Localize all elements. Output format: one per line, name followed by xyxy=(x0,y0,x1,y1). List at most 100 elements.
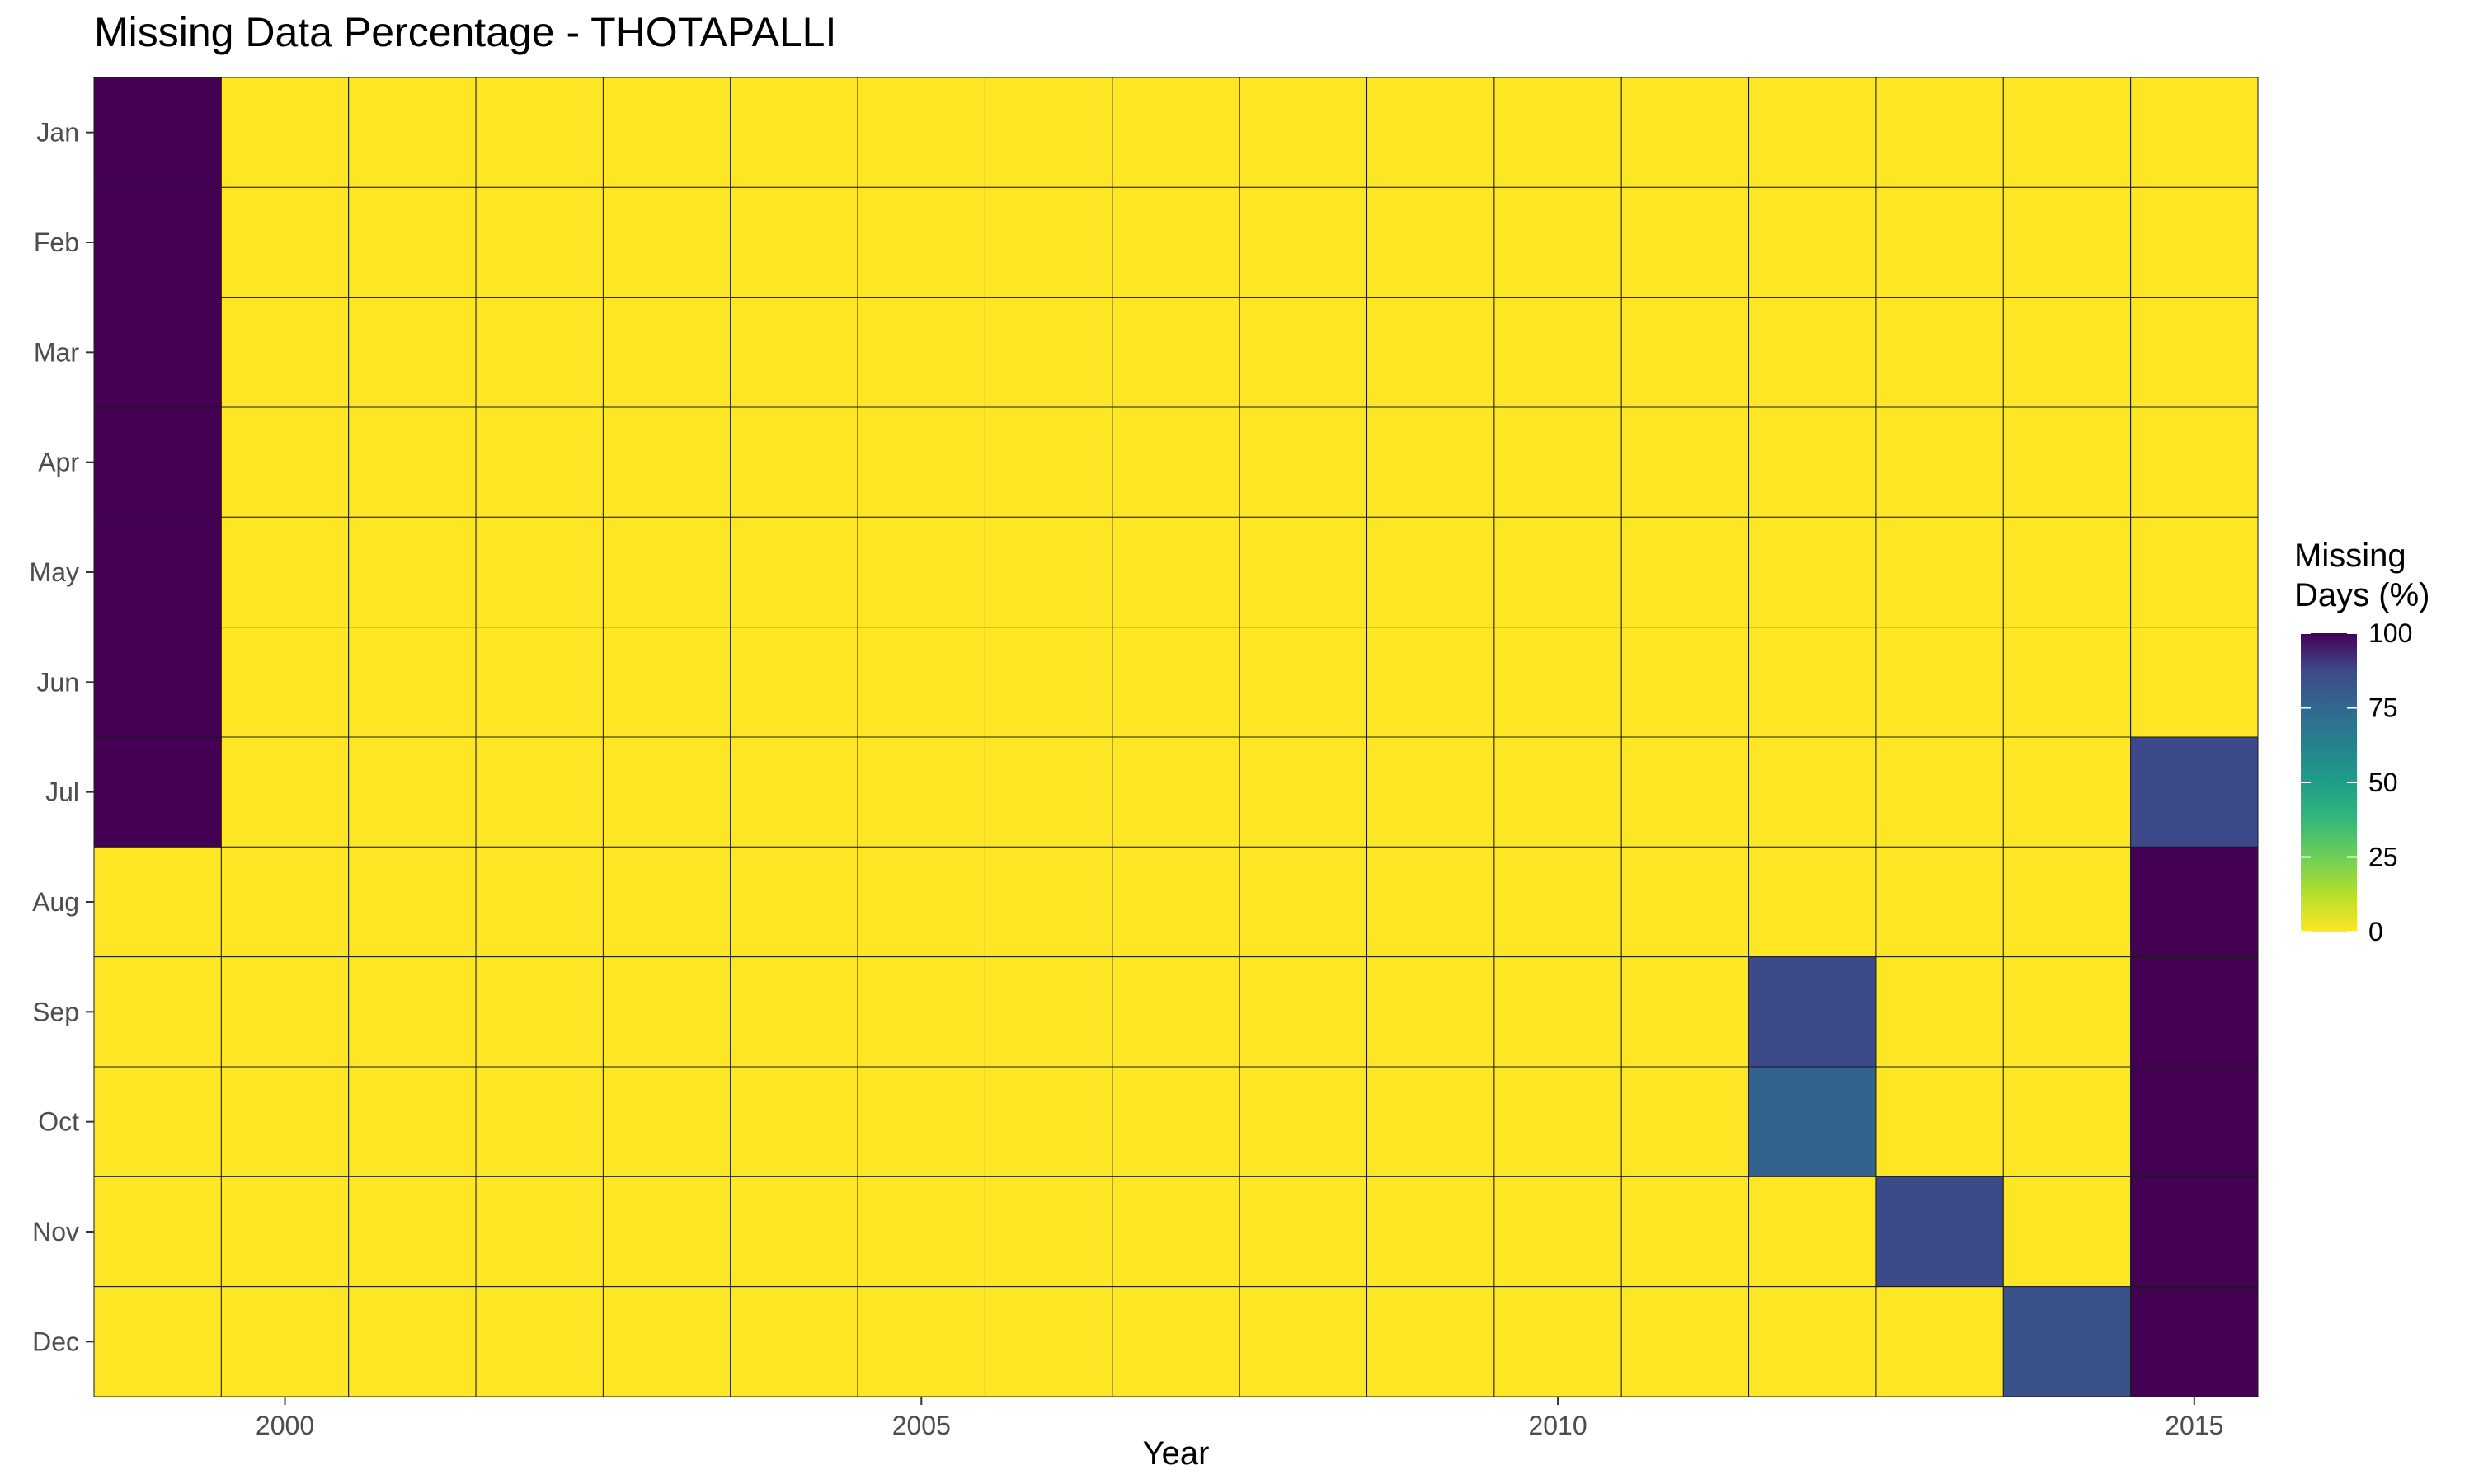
heatmap-cell-apr-2015 xyxy=(2130,406,2259,518)
heatmap-cell-mar-2014 xyxy=(2002,297,2132,408)
heatmap-cell-may-2002 xyxy=(475,516,604,628)
heatmap-cell-jan-2002 xyxy=(475,77,604,188)
heatmap-cell-mar-2002 xyxy=(475,297,604,408)
heatmap-cell-jul-2011 xyxy=(1620,736,1750,848)
heatmap-cell-dec-2000 xyxy=(220,1286,350,1397)
heatmap-cell-feb-2007 xyxy=(1112,186,1240,298)
heatmap-cell-oct-2002 xyxy=(475,1066,604,1177)
heatmap-cell-jun-2000 xyxy=(220,627,350,738)
heatmap-cell-sep-2001 xyxy=(348,956,477,1068)
heatmap-cell-sep-2015 xyxy=(2130,956,2259,1068)
heatmap-cell-dec-2006 xyxy=(984,1286,1113,1397)
heatmap-cell-feb-2006 xyxy=(984,186,1113,298)
y-tick-label-dec: Dec xyxy=(32,1327,79,1356)
heatmap-cell-jan-2012 xyxy=(1748,77,1877,188)
heatmap-cell-jan-2000 xyxy=(220,77,350,188)
heatmap-cell-nov-2010 xyxy=(1493,1176,1622,1288)
heatmap-cell-sep-2008 xyxy=(1239,956,1368,1068)
heatmap-cell-jul-2003 xyxy=(602,736,731,848)
heatmap-cell-oct-2007 xyxy=(1112,1066,1240,1177)
heatmap-cell-may-2007 xyxy=(1112,516,1240,628)
x-axis-title: Year xyxy=(1143,1435,1210,1472)
heatmap-cell-dec-2013 xyxy=(1875,1286,2004,1397)
heatmap-cell-sep-1999 xyxy=(93,956,222,1068)
heatmap-cell-jan-2013 xyxy=(1875,77,2004,188)
heatmap-cell-jan-2015 xyxy=(2130,77,2259,188)
heatmap-cell-apr-2014 xyxy=(2002,406,2132,518)
heatmap-cell-mar-2012 xyxy=(1748,297,1877,408)
heatmap-cell-nov-2011 xyxy=(1620,1176,1750,1288)
heatmap-cell-dec-2005 xyxy=(857,1286,985,1397)
heatmap-cell-apr-2003 xyxy=(602,406,731,518)
heatmap-cell-nov-2001 xyxy=(348,1176,477,1288)
heatmap-cell-may-2009 xyxy=(1366,516,1495,628)
heatmap-cell-aug-2003 xyxy=(602,846,731,958)
heatmap-cell-jul-1999 xyxy=(93,736,222,848)
heatmap-cell-aug-2011 xyxy=(1620,846,1750,958)
heatmap-cell-dec-2002 xyxy=(475,1286,604,1397)
colorbar-title: Missing Days (%) xyxy=(2294,536,2429,615)
y-tick-label-jul: Jul xyxy=(45,777,79,807)
heatmap-cell-feb-2008 xyxy=(1239,186,1368,298)
heatmap-cell-aug-2009 xyxy=(1366,846,1495,958)
heatmap-cell-dec-2012 xyxy=(1748,1286,1877,1397)
heatmap-cell-feb-2014 xyxy=(2002,186,2132,298)
heatmap-cell-sep-2006 xyxy=(984,956,1113,1068)
heatmap-cell-sep-2013 xyxy=(1875,956,2004,1068)
heatmap-cell-may-2000 xyxy=(220,516,350,628)
heatmap-cell-oct-2012 xyxy=(1748,1066,1877,1177)
heatmap-cell-jan-2014 xyxy=(2002,77,2132,188)
heatmap-cell-may-1999 xyxy=(93,516,222,628)
heatmap-cell-dec-2004 xyxy=(730,1286,858,1397)
heatmap-cell-jul-2001 xyxy=(348,736,477,848)
heatmap-cell-jul-2006 xyxy=(984,736,1113,848)
heatmap-cell-jan-2010 xyxy=(1493,77,1622,188)
heatmap-cell-feb-2003 xyxy=(602,186,731,298)
heatmap-cell-sep-2010 xyxy=(1493,956,1622,1068)
colorbar-label-0: 0 xyxy=(2368,917,2383,946)
colorbar-title-line-1: Missing xyxy=(2294,538,2406,574)
heatmap-cell-may-2014 xyxy=(2002,516,2132,628)
x-tick-label-2005: 2005 xyxy=(892,1411,951,1440)
heatmap-cell-nov-2003 xyxy=(602,1176,731,1288)
heatmap-cell-mar-2008 xyxy=(1239,297,1368,408)
heatmap-cell-may-2001 xyxy=(348,516,477,628)
chart-title: Missing Data Percentage - THOTAPALLI xyxy=(94,9,837,55)
heatmap-cell-apr-2012 xyxy=(1748,406,1877,518)
heatmap-cell-oct-2004 xyxy=(730,1066,858,1177)
x-tick-label-2000: 2000 xyxy=(256,1411,314,1440)
heatmap-cell-feb-2004 xyxy=(730,186,858,298)
heatmap-cell-mar-2009 xyxy=(1366,297,1495,408)
heatmap-cell-oct-2010 xyxy=(1493,1066,1622,1177)
heatmap-cell-aug-2014 xyxy=(2002,846,2132,958)
y-tick-label-feb: Feb xyxy=(34,228,79,257)
heatmap-cell-nov-2009 xyxy=(1366,1176,1495,1288)
y-tick-label-jun: Jun xyxy=(36,667,79,697)
heatmap-cell-jul-2012 xyxy=(1748,736,1877,848)
heatmap-cell-aug-2010 xyxy=(1493,846,1622,958)
heatmap-cell-jul-2002 xyxy=(475,736,604,848)
heatmap-cell-mar-2010 xyxy=(1493,297,1622,408)
heatmap-cell-jun-2008 xyxy=(1239,627,1368,738)
heatmap-cell-nov-2012 xyxy=(1748,1176,1877,1288)
y-tick-label-jan: Jan xyxy=(36,118,79,148)
heatmap-cell-sep-2014 xyxy=(2002,956,2132,1068)
heatmap-cell-jun-2010 xyxy=(1493,627,1622,738)
heatmap-cell-dec-2015 xyxy=(2130,1286,2259,1397)
heatmap-cell-jul-2013 xyxy=(1875,736,2004,848)
heatmap-cell-jun-1999 xyxy=(93,627,222,738)
heatmap-cell-sep-2009 xyxy=(1366,956,1495,1068)
heatmap-cell-aug-2000 xyxy=(220,846,350,958)
heatmap-cell-aug-2013 xyxy=(1875,846,2004,958)
heatmap-cell-jun-2006 xyxy=(984,627,1113,738)
heatmap-cell-feb-2013 xyxy=(1875,186,2004,298)
heatmap-cell-jul-2005 xyxy=(857,736,985,848)
heatmap-cell-dec-2009 xyxy=(1366,1286,1495,1397)
heatmap-cell-sep-2012 xyxy=(1748,956,1877,1068)
y-tick-label-sep: Sep xyxy=(32,997,79,1026)
x-tick-label-2015: 2015 xyxy=(2165,1411,2223,1440)
heatmap-cell-apr-2010 xyxy=(1493,406,1622,518)
heatmap-cell-jan-2004 xyxy=(730,77,858,188)
heatmap-cell-feb-2000 xyxy=(220,186,350,298)
heatmap-cell-jun-2004 xyxy=(730,627,858,738)
